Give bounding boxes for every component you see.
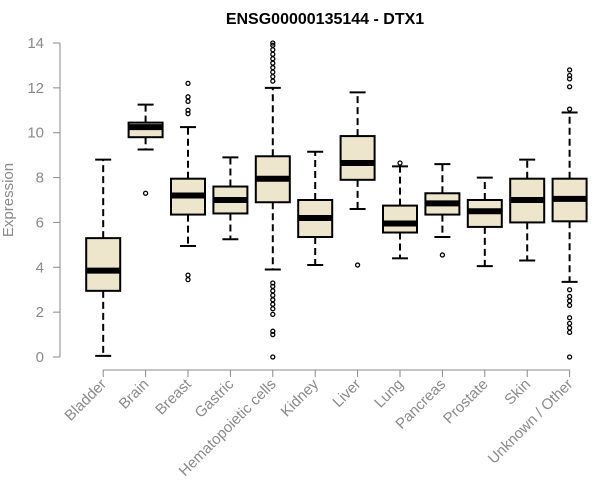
x-tick-label: Liver [329,376,364,411]
outlier-point [270,51,276,57]
box-breast [170,80,206,283]
x-tick-label: Skin [501,376,534,409]
outlier-point [270,301,276,307]
outlier-point [566,293,573,300]
x-tick-label: Brain [116,376,153,413]
y-tick-label: 6 [36,214,44,231]
y-tick-label: 2 [36,304,44,321]
outlier-point [566,320,573,327]
box-unknown-other [551,67,588,360]
x-tick-label: Breast [152,375,195,418]
outlier-point [185,107,191,113]
outlier-point [270,40,276,46]
outlier-point [270,60,276,66]
y-tick-label: 12 [27,80,44,97]
outlier-point [270,42,276,48]
outlier-point [185,272,191,278]
outlier-point [270,69,276,75]
x-tick-label: Bladder [61,376,110,425]
outlier-point [566,72,573,79]
y-axis-label: Expression [0,163,17,237]
outlier-point [270,328,276,334]
outlier-point [185,276,191,283]
box-lung [382,160,418,260]
outlier-point [270,280,276,286]
outlier-point [566,315,573,321]
box-gastric [212,156,249,241]
box-brain [127,103,164,196]
iqr-box [85,237,122,292]
iqr-box [382,204,418,234]
outlier-point [270,297,276,303]
y-tick-label: 14 [27,35,44,52]
outlier-point [270,354,276,360]
outlier-point [566,287,573,293]
outlier-point [566,106,573,112]
outlier-point [354,262,361,268]
outlier-point [439,252,446,258]
y-tick-label: 4 [36,259,44,276]
x-tick-label: Lung [371,376,407,412]
outlier-point [566,329,573,335]
box-prostate [466,176,503,268]
boxes-group [85,40,588,360]
outlier-point [566,325,573,331]
outlier-point [270,311,276,318]
outlier-point [270,306,276,312]
outlier-point [397,160,403,166]
x-tick-label: Prostate [440,376,492,428]
outlier-point [566,298,573,304]
outlier-point [185,80,191,87]
y-tick-label: 8 [36,170,44,187]
outlier-point [185,94,191,100]
outlier-point [142,190,149,196]
box-bladder [85,158,122,357]
outlier-point [270,73,276,80]
outlier-point [270,292,276,298]
box-hematopoietic-cells [254,40,291,360]
outlier-point [270,56,276,62]
outlier-point [270,65,276,71]
y-tick-label: 0 [36,349,44,366]
box-skin [509,158,546,262]
outlier-point [566,302,573,309]
box-liver [339,91,376,268]
y-tick-label: 10 [27,125,44,142]
outlier-point [270,288,276,294]
outlier-point [566,354,573,360]
chart-title: ENSG00000135144 - DTX1 [226,11,424,28]
outlier-point [566,67,573,73]
iqr-box [339,135,376,181]
outlier-point [566,84,573,90]
outlier-point [270,47,276,53]
box-kidney [297,150,334,267]
outlier-point [185,98,191,104]
box-pancreas [424,163,461,258]
x-tick-label: Kidney [278,375,323,420]
outlier-point [270,78,276,84]
